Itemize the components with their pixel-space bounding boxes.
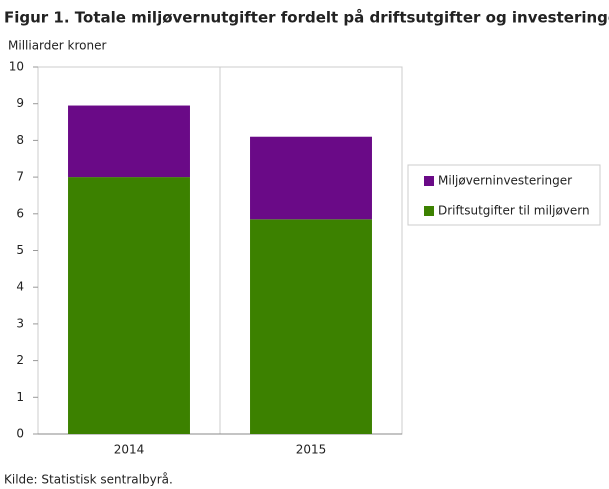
bar-segment — [68, 105, 190, 178]
y-tick-label: 9 — [16, 96, 24, 110]
y-tick-label: 7 — [16, 170, 24, 184]
y-tick-label: 1 — [16, 390, 24, 404]
bar-segment — [250, 136, 372, 220]
y-tick-label: 10 — [9, 60, 24, 74]
x-tick-label: 2015 — [296, 443, 327, 457]
source: Kilde: Statistisk sentralbyrå. — [4, 473, 173, 487]
y-tick-label: 3 — [16, 316, 24, 330]
legend-swatch — [424, 176, 434, 186]
y-tick-label: 5 — [16, 243, 24, 257]
chart-title: Figur 1. Totale miljøvernutgifter fordel… — [4, 9, 609, 27]
bar-segment — [250, 219, 372, 434]
legend-box — [407, 164, 601, 226]
y-tick-label: 0 — [16, 427, 24, 441]
y-tick-label: 8 — [16, 133, 24, 147]
x-tick-label: 2014 — [114, 443, 145, 457]
bar-segment — [68, 177, 190, 434]
y-tick-label: 2 — [16, 353, 24, 367]
legend-label: Driftsutgifter til miljøvern — [438, 204, 590, 218]
legend-swatch — [424, 206, 434, 216]
legend-label: Miljøverninvesteringer — [438, 174, 572, 188]
y-tick-label: 4 — [16, 280, 24, 294]
y-tick-label: 6 — [16, 206, 24, 220]
y-axis-label: Milliarder kroner — [8, 39, 106, 53]
